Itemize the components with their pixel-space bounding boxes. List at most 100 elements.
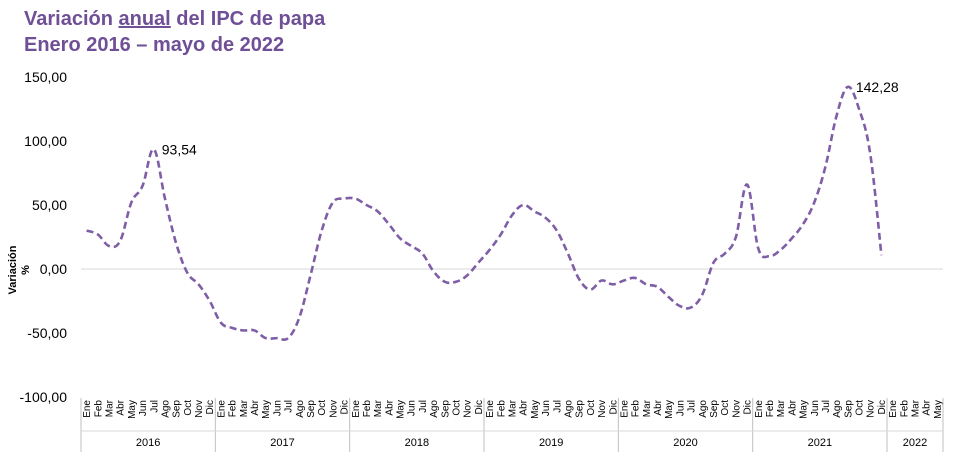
year-label: 2018 (405, 437, 429, 449)
chart-subtitle: Enero 2016 – mayo de 2022 (24, 34, 285, 56)
data-label: 142,28 (856, 79, 899, 95)
data-label: 10,76 (945, 0, 955, 3)
x-tick-label: Abr (787, 399, 798, 415)
x-tick-label: Feb (496, 400, 507, 418)
x-tick-label: Mar (104, 399, 115, 417)
x-tick-label: Jul (149, 400, 160, 413)
x-tick-label: Oct (855, 400, 866, 416)
x-tick-label: Abr (250, 399, 261, 415)
x-tick-label: Jul (687, 400, 698, 413)
x-tick-label: Feb (631, 400, 642, 418)
x-tick-label: Sep (575, 400, 586, 418)
x-tick-label: Feb (93, 400, 104, 418)
x-tick-label: Abr (116, 399, 127, 415)
x-tick-label: Dic (340, 400, 351, 414)
x-tick-label: Mar (239, 399, 250, 417)
title-post: del IPC de papa (170, 8, 326, 30)
x-tick-label: Jul (552, 400, 563, 413)
x-tick-label: Ago (160, 400, 171, 418)
x-tick-label: Mar (911, 399, 922, 417)
x-tick-label: Nov (328, 400, 339, 418)
x-tick-label: Nov (866, 400, 877, 418)
data-labels: 93,54 142,28 10,76 (162, 0, 955, 157)
x-tick-label: Oct (317, 400, 328, 416)
year-label: 2022 (903, 437, 927, 449)
x-tick-label: Abr (519, 399, 530, 415)
x-tick-label: Mar (508, 399, 519, 417)
x-tick-label: Ago (429, 400, 440, 418)
y-axis-title: Variación % (7, 245, 32, 294)
x-tick-label: Sep (440, 400, 451, 418)
x-tick-label: Dic (608, 400, 619, 414)
x-tick-label: Sep (306, 400, 317, 418)
x-tick-label: Ene (485, 400, 496, 418)
y-tick-label: 50,00 (32, 197, 67, 213)
year-label: 2016 (136, 437, 160, 449)
x-tick-label: Ago (698, 400, 709, 418)
title-underlined-word: anual (118, 8, 171, 30)
year-label: 2017 (270, 437, 294, 449)
x-tick-label: Feb (765, 400, 776, 418)
y-tick-label: 0,00 (40, 261, 67, 277)
x-tick-label: Feb (228, 400, 239, 418)
x-tick-label: Abr (384, 399, 395, 415)
y-tick-label: 100,00 (24, 133, 67, 149)
x-tick-label: Mar (373, 399, 384, 417)
x-tick-label: Oct (720, 400, 731, 416)
x-tick-label: Nov (597, 400, 608, 418)
x-tick-label: Jun (407, 400, 418, 416)
x-tick-label: Mar (776, 399, 787, 417)
y-tick-label: -50,00 (27, 325, 67, 341)
x-axis: Ene Feb Mar Abr May Jun Jul Ago Sep Oct Nov Dic2016… (80, 398, 944, 452)
x-tick-label: Feb (362, 400, 373, 418)
x-tick-label: Dic (205, 400, 216, 414)
x-tick-label: Ene (82, 400, 93, 418)
x-tick-label: Ene (351, 400, 362, 418)
x-tick-label: May (127, 400, 138, 419)
x-tick-label: Jun (675, 400, 686, 416)
x-tick-label: Ene (754, 400, 765, 418)
x-tick-label: May (396, 400, 407, 419)
x-tick-label: Abr (653, 399, 664, 415)
series-line (86, 85, 883, 342)
x-tick-label: Dic (877, 400, 888, 414)
y-tick-label: 150,00 (24, 69, 67, 85)
x-tick-label: Oct (586, 400, 597, 416)
x-tick-label: Ene (619, 400, 630, 418)
x-tick-label: Jun (810, 400, 821, 416)
x-tick-label: Nov (194, 400, 205, 418)
x-tick-label: Jun (541, 400, 552, 416)
x-tick-label: Feb (899, 400, 910, 418)
x-tick-label: Sep (172, 400, 183, 418)
x-tick-label: Sep (843, 400, 854, 418)
y-tick-label: -100,00 (20, 389, 68, 405)
x-tick-label: Jul (821, 400, 832, 413)
x-tick-label: May (530, 400, 541, 419)
x-tick-label: Nov (731, 400, 742, 418)
x-tick-label: Ago (563, 400, 574, 418)
x-tick-label: Abr (922, 399, 933, 415)
x-tick-label: Sep (709, 400, 720, 418)
x-tick-label: Jun (138, 400, 149, 416)
x-tick-label: Oct (452, 400, 463, 416)
x-tick-label: Jul (418, 400, 429, 413)
x-tick-label: Ene (216, 400, 227, 418)
x-tick-label: Ene (888, 400, 899, 418)
x-tick-label: May (664, 400, 675, 419)
x-tick-label: Ago (832, 400, 843, 418)
x-tick-label: Oct (183, 400, 194, 416)
y-axis-ticks: 150,00 100,00 50,00 0,00 -50,00 -100,00 (20, 69, 68, 405)
x-tick-label: Nov (463, 400, 474, 418)
x-tick-label: Jun (272, 400, 283, 416)
x-tick-label: May (261, 400, 272, 419)
title-pre: Variación (24, 8, 119, 30)
x-tick-label: Ago (295, 400, 306, 418)
x-tick-label: May (933, 400, 944, 419)
x-tick-label: May (799, 400, 810, 419)
data-label: 93,54 (162, 141, 197, 157)
y-axis-title-line1: Variación (7, 245, 19, 294)
chart-title: Variación anual del IPC de papa Enero 20… (24, 6, 325, 58)
x-tick-label: Dic (474, 400, 485, 414)
year-label: 2020 (673, 437, 697, 449)
year-label: 2021 (808, 437, 832, 449)
